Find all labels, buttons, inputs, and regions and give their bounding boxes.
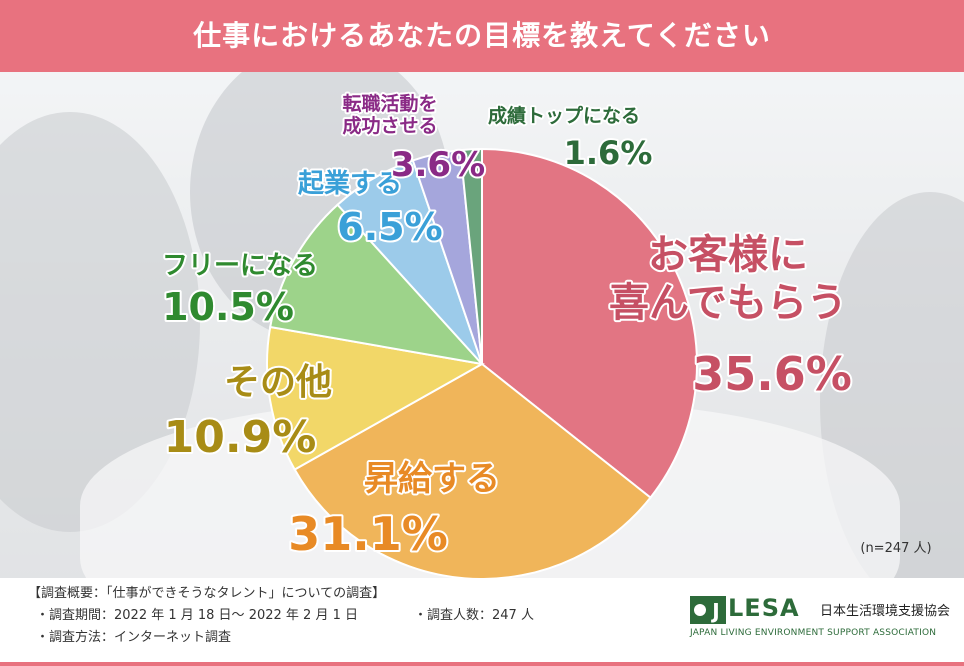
survey-count: ・調査人数：247 人 xyxy=(414,608,534,623)
slice-label: その他 xyxy=(224,362,332,403)
slice-label: 起業する xyxy=(298,169,402,199)
survey-method: ・調査方法：インターネット調査 xyxy=(36,630,232,645)
pie-slice xyxy=(481,147,698,500)
lesa-logo-name: LESA xyxy=(728,594,800,622)
pie-slice xyxy=(266,325,485,471)
slice-value-label: 3.6% xyxy=(391,145,485,185)
slice-value-label: 6.5% xyxy=(337,205,442,249)
lesa-logo-mark-letter: J xyxy=(710,599,719,623)
slice-label: 喜んでもらう xyxy=(609,280,847,326)
pie-slice xyxy=(269,203,485,366)
sample-size-note: (n=247 人) xyxy=(860,541,931,556)
page-title: 仕事におけるあなたの目標を教えてください xyxy=(193,19,771,52)
footer: 【調査概要：「仕事ができそうなタレント」についての調査】 ・調査期間：2022 … xyxy=(0,578,964,666)
slice-label: 成績トップになる xyxy=(488,104,640,127)
pie-slice xyxy=(293,362,652,578)
header-bar: 仕事におけるあなたの目標を教えてください xyxy=(0,0,964,72)
slice-value-label: 10.5% xyxy=(162,285,294,329)
pie-slices xyxy=(266,147,698,578)
survey-period: ・調査期間：2022 年 1 月 18 日～ 2022 年 2 月 1 日 xyxy=(36,608,358,623)
slice-label: お客様に xyxy=(648,232,808,278)
slice-label: フリーになる xyxy=(162,251,318,281)
slice-label: 昇給する xyxy=(364,459,500,499)
lesa-logo-mark-icon: J xyxy=(690,596,726,624)
lesa-logo-name-jp: 日本生活環境支援協会 xyxy=(820,604,951,619)
slice-label: 成功させる xyxy=(342,114,437,137)
slice-value-label: 31.1% xyxy=(288,507,448,561)
pie-slice xyxy=(459,147,483,365)
slice-value-label: 10.9% xyxy=(164,412,317,463)
slice-label: 転職活動を xyxy=(342,92,437,115)
lesa-logo-name-en: JAPAN LIVING ENVIRONMENT SUPPORT ASSOCIA… xyxy=(690,628,937,638)
survey-summary: 【調査概要：「仕事ができそうなタレント」についての調査】 xyxy=(28,586,386,601)
slice-value-label: 1.6% xyxy=(564,134,653,172)
footer-divider xyxy=(0,662,964,666)
slice-value-label: 35.6% xyxy=(692,347,852,401)
lesa-logo: J LESA 日本生活環境支援協会 JAPAN LIVING ENVIRONME… xyxy=(690,594,960,646)
